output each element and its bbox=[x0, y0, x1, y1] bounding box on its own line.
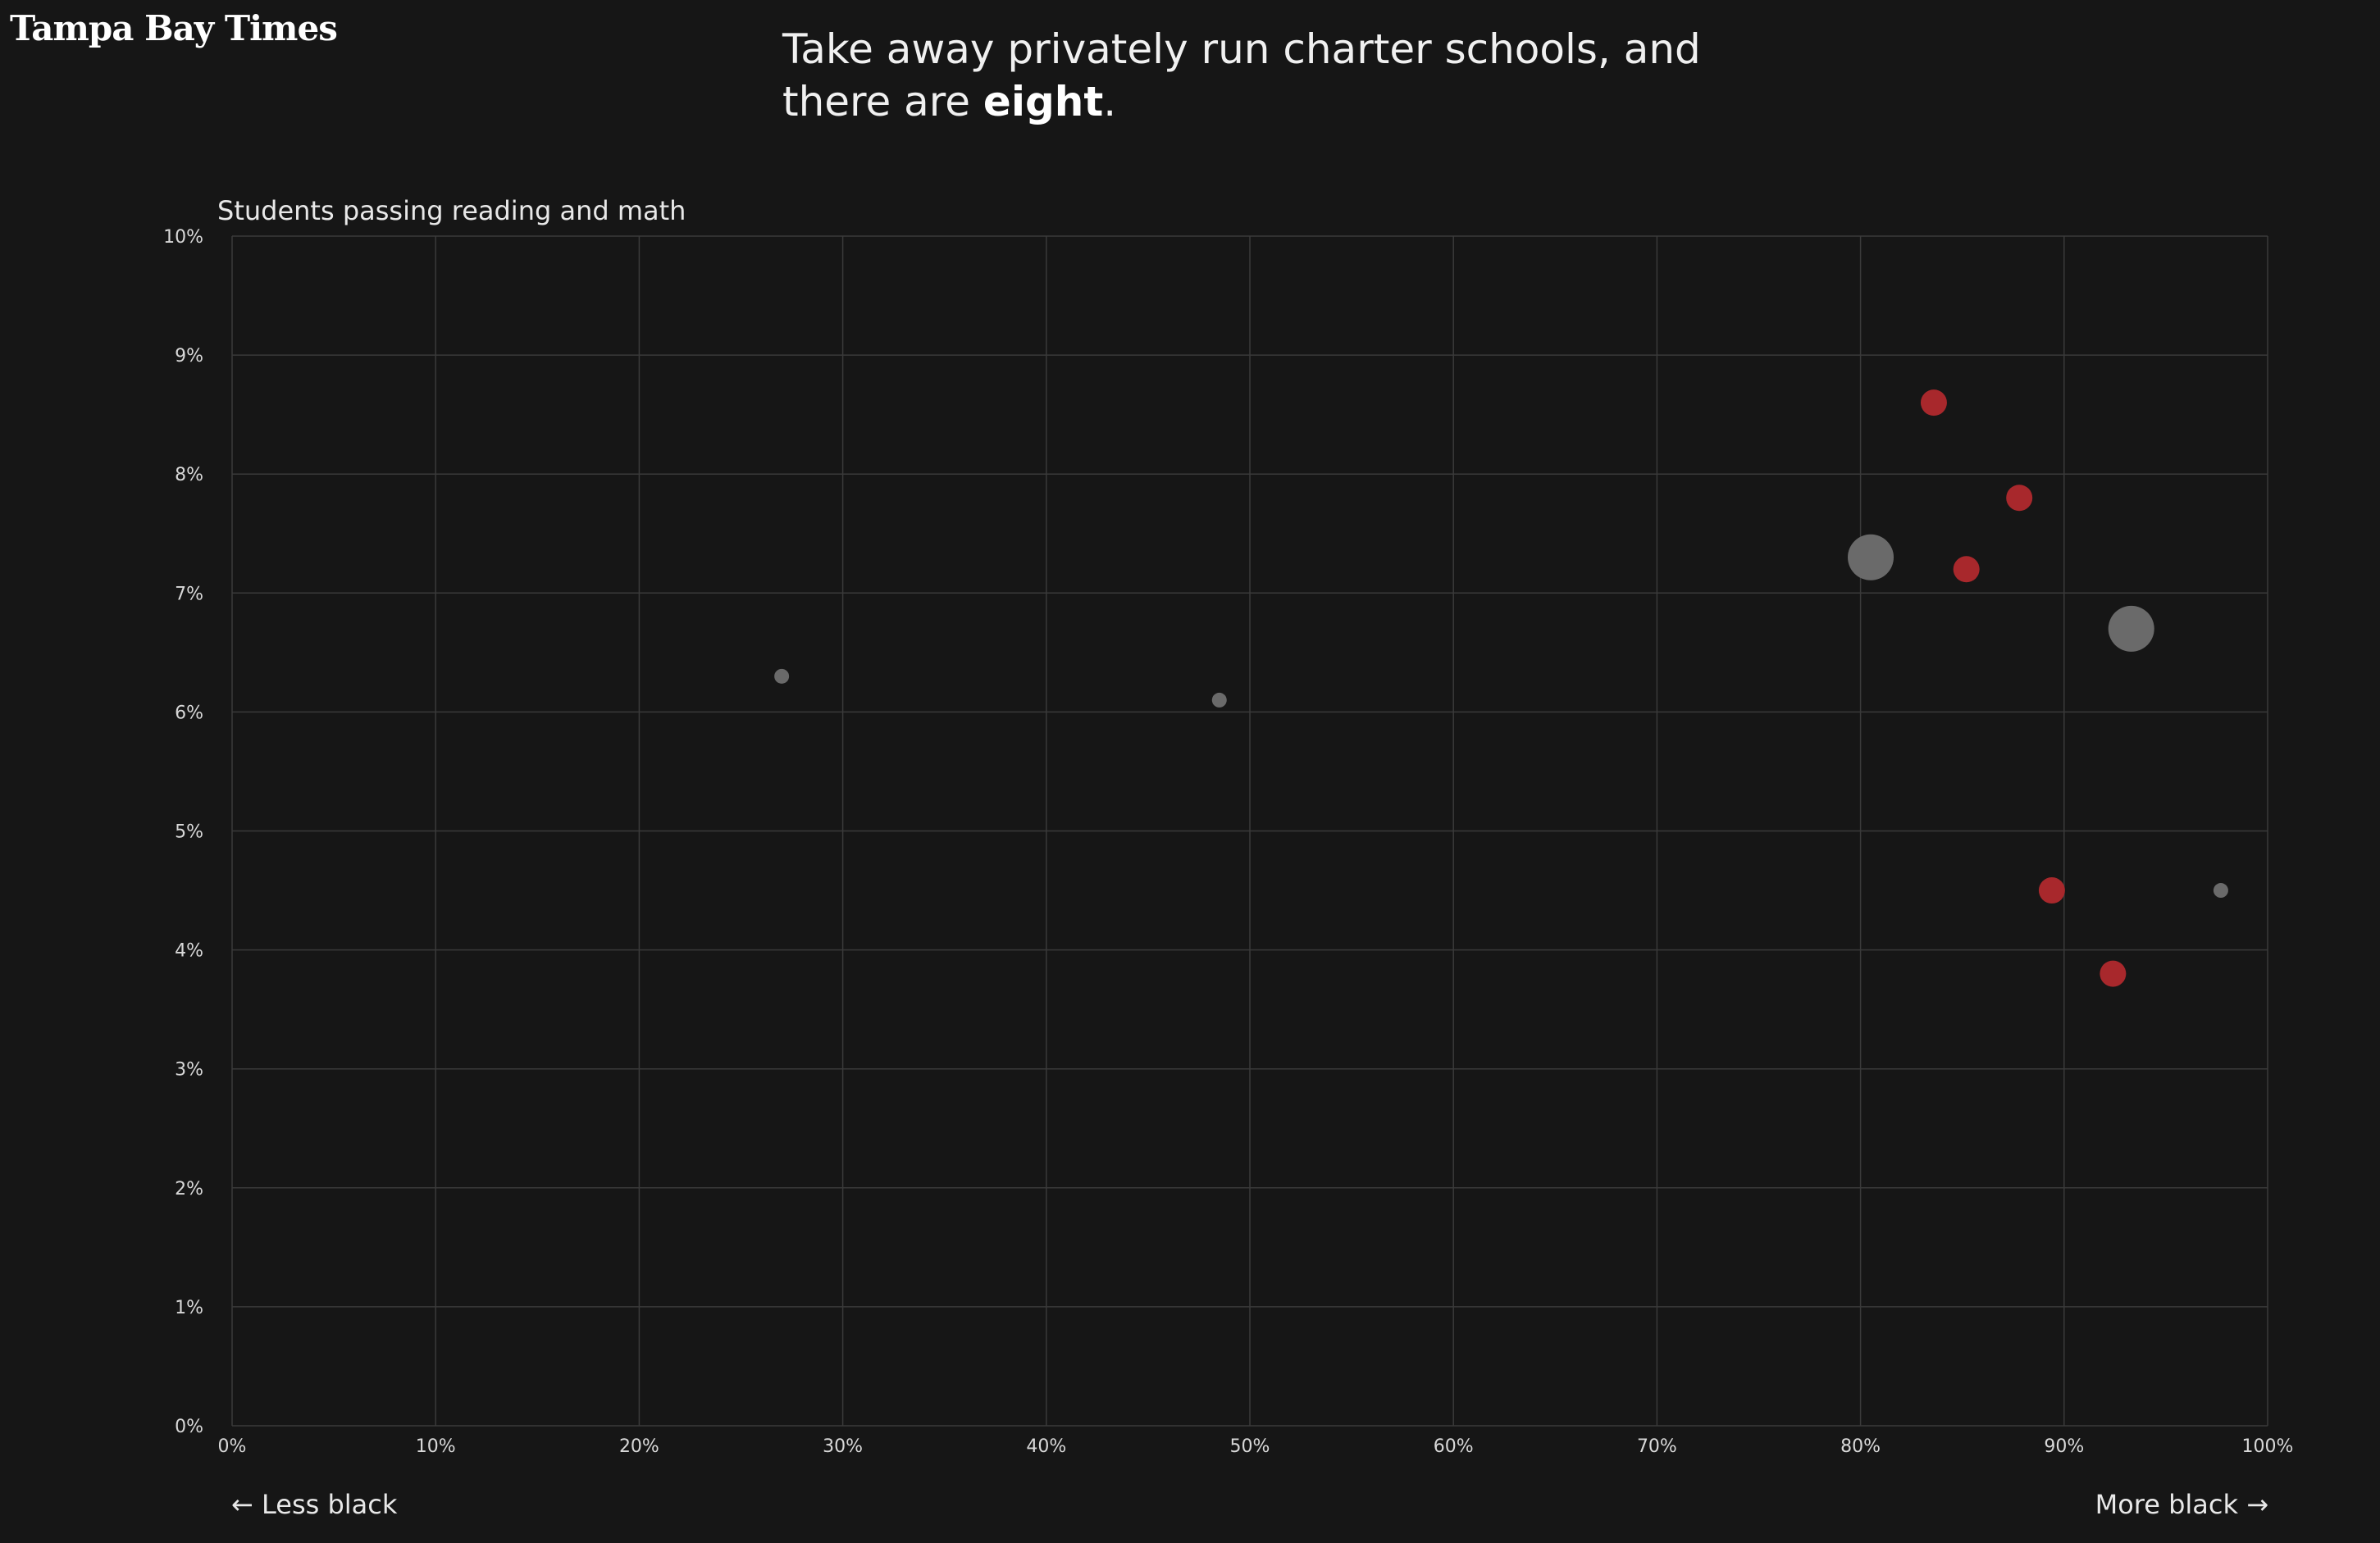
y-tick-label: 9% bbox=[175, 346, 203, 366]
y-tick-label: 0% bbox=[175, 1417, 203, 1437]
y-tick-label: 2% bbox=[175, 1179, 203, 1199]
y-tick-label: 5% bbox=[175, 822, 203, 843]
y-axis-title: Students passing reading and math bbox=[217, 195, 686, 226]
highlight-school-point[interactable] bbox=[2100, 960, 2127, 987]
x-tick-label: 100% bbox=[2242, 1436, 2294, 1457]
x-tick-label: 30% bbox=[823, 1436, 863, 1457]
y-tick-label: 8% bbox=[175, 465, 203, 485]
headline-emphasis: eight bbox=[983, 78, 1104, 125]
x-tick-label: 80% bbox=[1840, 1436, 1881, 1457]
grid bbox=[231, 235, 2268, 1427]
x-tick-label: 70% bbox=[1637, 1436, 1677, 1457]
school-point[interactable] bbox=[2108, 605, 2154, 652]
logo[interactable]: Tampa Bay Times bbox=[10, 8, 338, 48]
x-tick-label: 40% bbox=[1026, 1436, 1066, 1457]
highlight-school-point[interactable] bbox=[1920, 389, 1947, 416]
y-tick-label: 6% bbox=[175, 703, 203, 723]
more-black-label: More black → bbox=[2095, 1489, 2268, 1520]
school-point[interactable] bbox=[774, 668, 790, 684]
highlight-school-point[interactable] bbox=[2038, 877, 2065, 904]
headline-end: . bbox=[1103, 78, 1117, 125]
headline: Take away privately run charter schools,… bbox=[782, 23, 1808, 128]
school-point[interactable] bbox=[2213, 883, 2228, 899]
data-points bbox=[774, 389, 2228, 987]
y-tick-label: 7% bbox=[175, 584, 203, 604]
school-point[interactable] bbox=[1211, 692, 1227, 708]
school-point[interactable] bbox=[1848, 534, 1894, 580]
x-tick-label: 0% bbox=[218, 1436, 247, 1457]
x-tick-label: 90% bbox=[2044, 1436, 2084, 1457]
x-tick-label: 50% bbox=[1230, 1436, 1270, 1457]
y-tick-label: 10% bbox=[163, 227, 203, 248]
x-tick-label: 60% bbox=[1434, 1436, 1474, 1457]
x-tick-label: 20% bbox=[619, 1436, 659, 1457]
highlight-school-point[interactable] bbox=[2006, 485, 2033, 512]
less-black-label: ← Less black bbox=[231, 1489, 398, 1520]
axis-ticks: 0% 10% 20% 30% 40% 50% 60% 70% 80% 90% 100% 0% 1% 2% 3… bbox=[163, 227, 2293, 1457]
y-tick-label: 3% bbox=[175, 1060, 203, 1081]
y-tick-label: 4% bbox=[175, 941, 203, 962]
x-tick-label: 10% bbox=[416, 1436, 456, 1457]
y-tick-label: 1% bbox=[175, 1298, 203, 1318]
highlight-school-point[interactable] bbox=[1953, 556, 1980, 583]
headline-text: Take away privately run charter schools,… bbox=[782, 25, 1701, 125]
